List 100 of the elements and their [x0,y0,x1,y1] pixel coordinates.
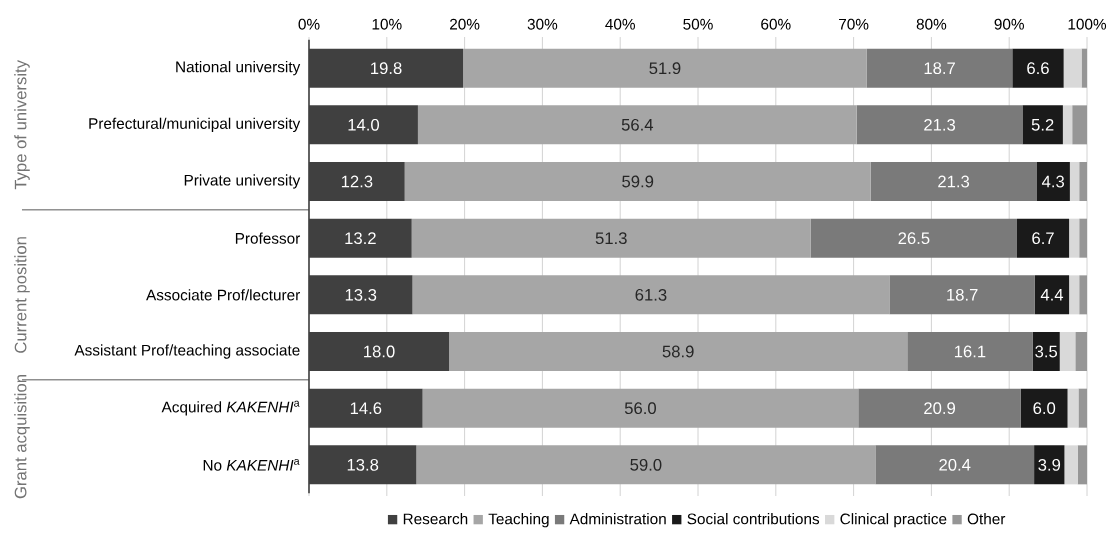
bar [1032,332,1060,372]
data-label: 18.7 [924,62,955,75]
data-label: 59.9 [622,175,654,188]
data-label: 21.3 [938,175,970,188]
bar [1034,275,1070,315]
data-label: 20.4 [939,458,971,471]
data-label: 19.8 [371,62,402,75]
y-tick-label: Assistant Prof/teaching associate [74,344,300,359]
data-label: 26.5 [898,232,930,245]
x-tick-label: 50% [683,18,713,30]
bar [858,388,1021,428]
bar [1067,388,1079,428]
legend-label: Research [403,513,468,525]
x-tick-label: 30% [527,18,558,30]
x-tick-label: 10% [372,18,402,30]
y-tick-label: No KAKENHI$^{a}$ [203,458,300,471]
bar [870,162,1037,202]
y-tick-label: Prefectural/municipal university [89,117,301,132]
x-tick-label: 20% [450,18,480,30]
legend-label: Social contributions [687,513,820,525]
data-label: 56.4 [621,118,654,131]
data-label: 61.3 [635,288,667,301]
text: Grant acquisition [14,375,30,499]
data-label: 18.0 [364,345,395,358]
bar [1081,48,1087,88]
data-label: 6.6 [1027,62,1049,75]
data-label: 16.1 [954,345,986,358]
bar [1079,162,1087,202]
data-label: 13.3 [345,288,377,301]
legend-label: Teaching [488,513,549,528]
bar [866,48,1013,88]
y-tick-label: Professor [235,232,301,244]
bar [463,48,867,88]
bar [1069,218,1080,258]
bar [1069,275,1080,315]
data-label: 58.9 [662,345,694,358]
bar [1034,445,1065,485]
data-label: 4.4 [1040,289,1064,301]
x-tick-label: 100% [1068,18,1107,30]
bar [422,388,859,428]
x-tick-label: 70% [839,18,869,30]
x-tick-label: 90% [994,18,1024,30]
y-tick-label: Private university [184,174,301,189]
bar [1059,332,1076,372]
bar [1075,332,1087,372]
data-label: 4.3 [1041,175,1065,188]
bar [417,105,857,145]
bar [449,332,908,372]
data-label: 59.0 [630,458,662,471]
data-label: 13.2 [345,232,376,245]
bar [411,218,811,258]
text: Type of university [14,60,30,190]
bar [907,332,1033,372]
bar [412,275,890,315]
data-label: 51.9 [649,62,681,75]
bar [1012,48,1064,88]
bar [1063,48,1082,88]
bar [856,105,1023,145]
bar [1079,218,1087,258]
y-tick-label: National university [176,61,301,76]
bar [416,445,876,485]
data-label: 13.8 [347,458,379,471]
bar [1064,445,1078,485]
bar [1036,162,1070,202]
data-label: 14.6 [350,402,382,415]
data-label: 3.9 [1038,458,1061,471]
bar [1022,105,1063,145]
data-label: 18.7 [947,288,978,301]
x-tick-label: 80% [916,18,947,30]
data-label: 21.3 [924,118,956,131]
legend-label: Clinical practice [840,513,947,528]
data-label: 51.3 [595,232,627,245]
data-label: 20.9 [924,402,956,415]
x-tick-label: 0% [298,18,320,30]
text: Current position [14,237,30,353]
bar [1072,105,1087,145]
data-label: 5.2 [1031,118,1054,131]
y-tick-label: Associate Prof/lecturer [146,289,301,301]
legend-label: Administration [569,513,666,525]
bar [404,162,871,202]
data-label: 56.0 [624,402,656,415]
bar [1020,388,1068,428]
y-tick-label: Acquired KAKENHI$^{a}$ [161,400,300,416]
data-label: 6.0 [1033,402,1056,415]
data-label: 12.3 [341,175,373,188]
legend-label: Other [967,513,1006,525]
data-label: 3.5 [1035,345,1058,358]
bar [810,218,1017,258]
x-tick-label: 60% [761,18,791,30]
bar [1069,162,1080,202]
data-label: 6.7 [1032,232,1054,245]
bar [1062,105,1073,145]
bar [1016,218,1070,258]
data-label: 14.0 [348,118,380,131]
bar [875,445,1035,485]
bar [1077,445,1087,485]
bar [1079,275,1087,315]
bar [889,275,1035,315]
x-tick-label: 40% [605,18,635,30]
bar [1078,388,1087,428]
